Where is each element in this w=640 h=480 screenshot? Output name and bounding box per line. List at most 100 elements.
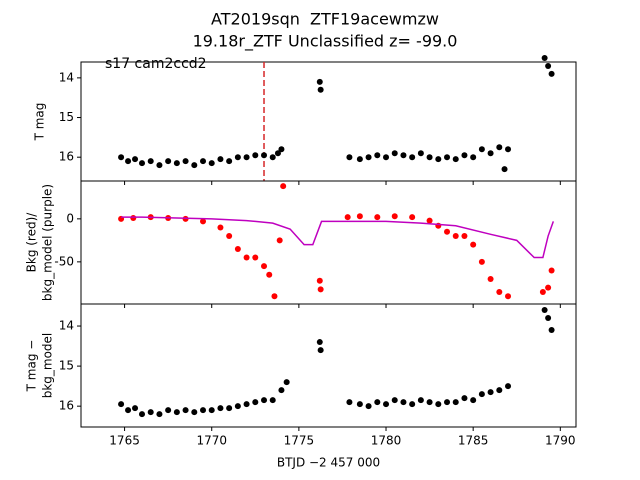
model-line — [121, 216, 555, 259]
data-point — [452, 233, 459, 240]
data-point — [505, 383, 512, 390]
data-point — [374, 399, 381, 406]
title-line: AT2019sqn ZTF19acewmzw — [211, 10, 439, 29]
data-point — [147, 158, 154, 165]
y-axis-label: bkg_model — [41, 333, 55, 399]
data-point — [278, 146, 285, 153]
x-tick-label: 1765 — [109, 434, 140, 448]
data-point — [426, 399, 433, 406]
data-point — [217, 224, 224, 231]
data-point — [156, 162, 163, 169]
data-point — [496, 387, 503, 394]
data-point — [316, 78, 323, 85]
data-point — [383, 401, 390, 408]
data-point — [226, 405, 233, 412]
y-axis-label: bkg_model (purple) — [41, 184, 55, 301]
data-point — [182, 158, 189, 165]
data-point — [478, 258, 485, 265]
data-point — [130, 214, 137, 221]
data-point — [125, 407, 132, 414]
data-point — [365, 154, 372, 161]
y-tick-label: -50 — [54, 254, 74, 268]
x-tick-label: 1790 — [545, 434, 576, 448]
data-point — [444, 154, 451, 161]
data-point — [501, 166, 508, 173]
data-point — [505, 293, 512, 300]
data-point — [139, 411, 146, 418]
data-point — [496, 288, 503, 295]
data-point — [191, 162, 198, 169]
data-point — [316, 277, 323, 284]
plot-frame — [80, 180, 577, 305]
y-tick-label: 14 — [59, 70, 74, 84]
data-point — [478, 146, 485, 153]
data-point — [132, 156, 139, 163]
data-point — [132, 405, 139, 412]
x-tick-label: 1775 — [284, 434, 315, 448]
data-point — [266, 271, 273, 278]
data-point — [452, 156, 459, 163]
data-point — [200, 218, 207, 225]
data-point — [283, 379, 290, 386]
data-point — [118, 401, 125, 408]
y-tick-label: 15 — [59, 359, 74, 373]
data-point — [374, 214, 381, 221]
data-point — [409, 214, 416, 221]
data-point — [200, 158, 207, 165]
data-point — [182, 407, 189, 414]
data-point — [317, 347, 324, 354]
data-point — [280, 183, 287, 190]
data-point — [426, 154, 433, 161]
data-point — [269, 397, 276, 404]
y-axis-label: Bkg (red)/ — [25, 212, 39, 273]
x-tick-label: 1770 — [196, 434, 227, 448]
data-point — [383, 154, 390, 161]
data-point — [435, 401, 442, 408]
data-point — [243, 401, 250, 408]
data-point — [243, 254, 250, 261]
data-point — [226, 158, 233, 165]
data-point — [548, 70, 555, 77]
y-axis-label: T mag − — [25, 340, 39, 393]
data-point — [505, 146, 512, 153]
data-point — [391, 150, 398, 157]
data-point — [317, 86, 324, 93]
data-point — [261, 263, 268, 270]
data-point — [452, 399, 459, 406]
data-point — [317, 286, 324, 293]
data-point — [234, 245, 241, 252]
data-point — [271, 293, 278, 300]
data-point — [435, 156, 442, 163]
data-point — [173, 409, 180, 416]
data-point — [252, 399, 259, 406]
data-point — [316, 339, 323, 346]
data-point — [487, 150, 494, 157]
data-point — [391, 397, 398, 404]
data-point — [400, 152, 407, 159]
y-tick-label: 16 — [59, 399, 74, 413]
data-point — [461, 152, 468, 159]
data-point — [496, 144, 503, 151]
x-tick-label: 1780 — [371, 434, 402, 448]
data-point — [487, 389, 494, 396]
data-point — [548, 267, 555, 274]
data-point — [191, 409, 198, 416]
data-point — [208, 407, 215, 414]
data-point — [400, 399, 407, 406]
plot-frame — [80, 61, 577, 182]
data-point — [165, 158, 172, 165]
data-point — [344, 214, 351, 221]
data-point — [374, 152, 381, 159]
data-point — [139, 160, 146, 167]
data-point — [234, 154, 241, 161]
data-point — [417, 397, 424, 404]
data-point — [217, 156, 224, 163]
data-point — [545, 315, 552, 322]
data-point — [217, 405, 224, 412]
data-point — [545, 62, 552, 69]
data-point — [548, 327, 555, 334]
data-point — [269, 154, 276, 161]
y-axis-label: T mag — [33, 103, 47, 142]
data-point — [274, 150, 281, 157]
